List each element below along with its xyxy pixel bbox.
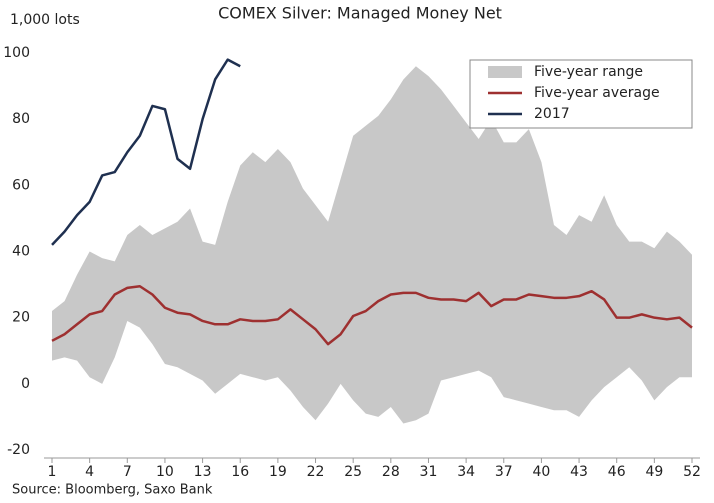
x-tick-label: 1: [48, 464, 57, 480]
x-tick-label: 37: [495, 464, 513, 480]
x-tick-label: 19: [269, 464, 287, 480]
source: Source: Bloomberg, Saxo Bank: [12, 483, 213, 498]
x-tick-label: 13: [194, 464, 212, 480]
y-tick-label: 60: [12, 177, 30, 193]
x-tick-label: 7: [123, 464, 132, 480]
x-tick-label: 43: [570, 464, 588, 480]
y-tick-label: 100: [3, 45, 30, 61]
legend-swatch: [488, 66, 522, 78]
x-tick-label: 34: [457, 464, 475, 480]
y-tick-label: 20: [12, 310, 30, 326]
series-line: [51, 284, 693, 346]
x-tick-label: 25: [344, 464, 362, 480]
x-tick-label: 49: [645, 464, 663, 480]
x-tick-label: 28: [382, 464, 400, 480]
x-tick-label: 31: [420, 464, 438, 480]
x-tick-label: 22: [307, 464, 325, 480]
y-tick-label: 40: [12, 244, 30, 260]
y-tick-label: 0: [21, 376, 30, 392]
x-tick-label: 4: [85, 464, 94, 480]
y-tick-label: -20: [7, 442, 30, 458]
x-tick-label: 52: [683, 464, 701, 480]
x-tick-label: 40: [532, 464, 550, 480]
x-tick-label: 46: [608, 464, 626, 480]
y-tick-label: 80: [12, 111, 30, 127]
x-tick-label: 10: [156, 464, 174, 480]
chart-title: COMEX Silver: Managed Money Net: [218, 4, 502, 23]
x-tick-label: 16: [231, 464, 249, 480]
range-band: [52, 66, 692, 424]
legend-label: Five-year average: [534, 85, 660, 101]
legend-label: Five-year range: [534, 64, 643, 80]
y-axis-label: 1,000 lots: [10, 12, 80, 28]
series-line: [51, 58, 241, 246]
legend-label: 2017: [534, 106, 570, 122]
